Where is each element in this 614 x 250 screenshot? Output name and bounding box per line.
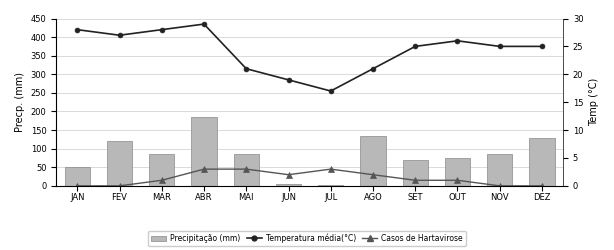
Bar: [276, 184, 301, 186]
Bar: [318, 185, 343, 186]
Bar: [233, 154, 259, 186]
Bar: [64, 167, 90, 186]
Y-axis label: Temp (°C): Temp (°C): [589, 78, 599, 126]
Bar: [107, 141, 132, 186]
Bar: [360, 136, 386, 186]
Bar: [445, 158, 470, 186]
Legend: Precipitação (mm), Temperatura média(°C), Casos de Hartavirose: Precipitação (mm), Temperatura média(°C)…: [148, 230, 466, 246]
Bar: [403, 160, 428, 186]
Bar: [529, 138, 554, 186]
Bar: [487, 154, 513, 186]
Y-axis label: Precp. (mm): Precp. (mm): [15, 72, 25, 132]
Bar: [192, 117, 217, 186]
Bar: [149, 154, 174, 186]
